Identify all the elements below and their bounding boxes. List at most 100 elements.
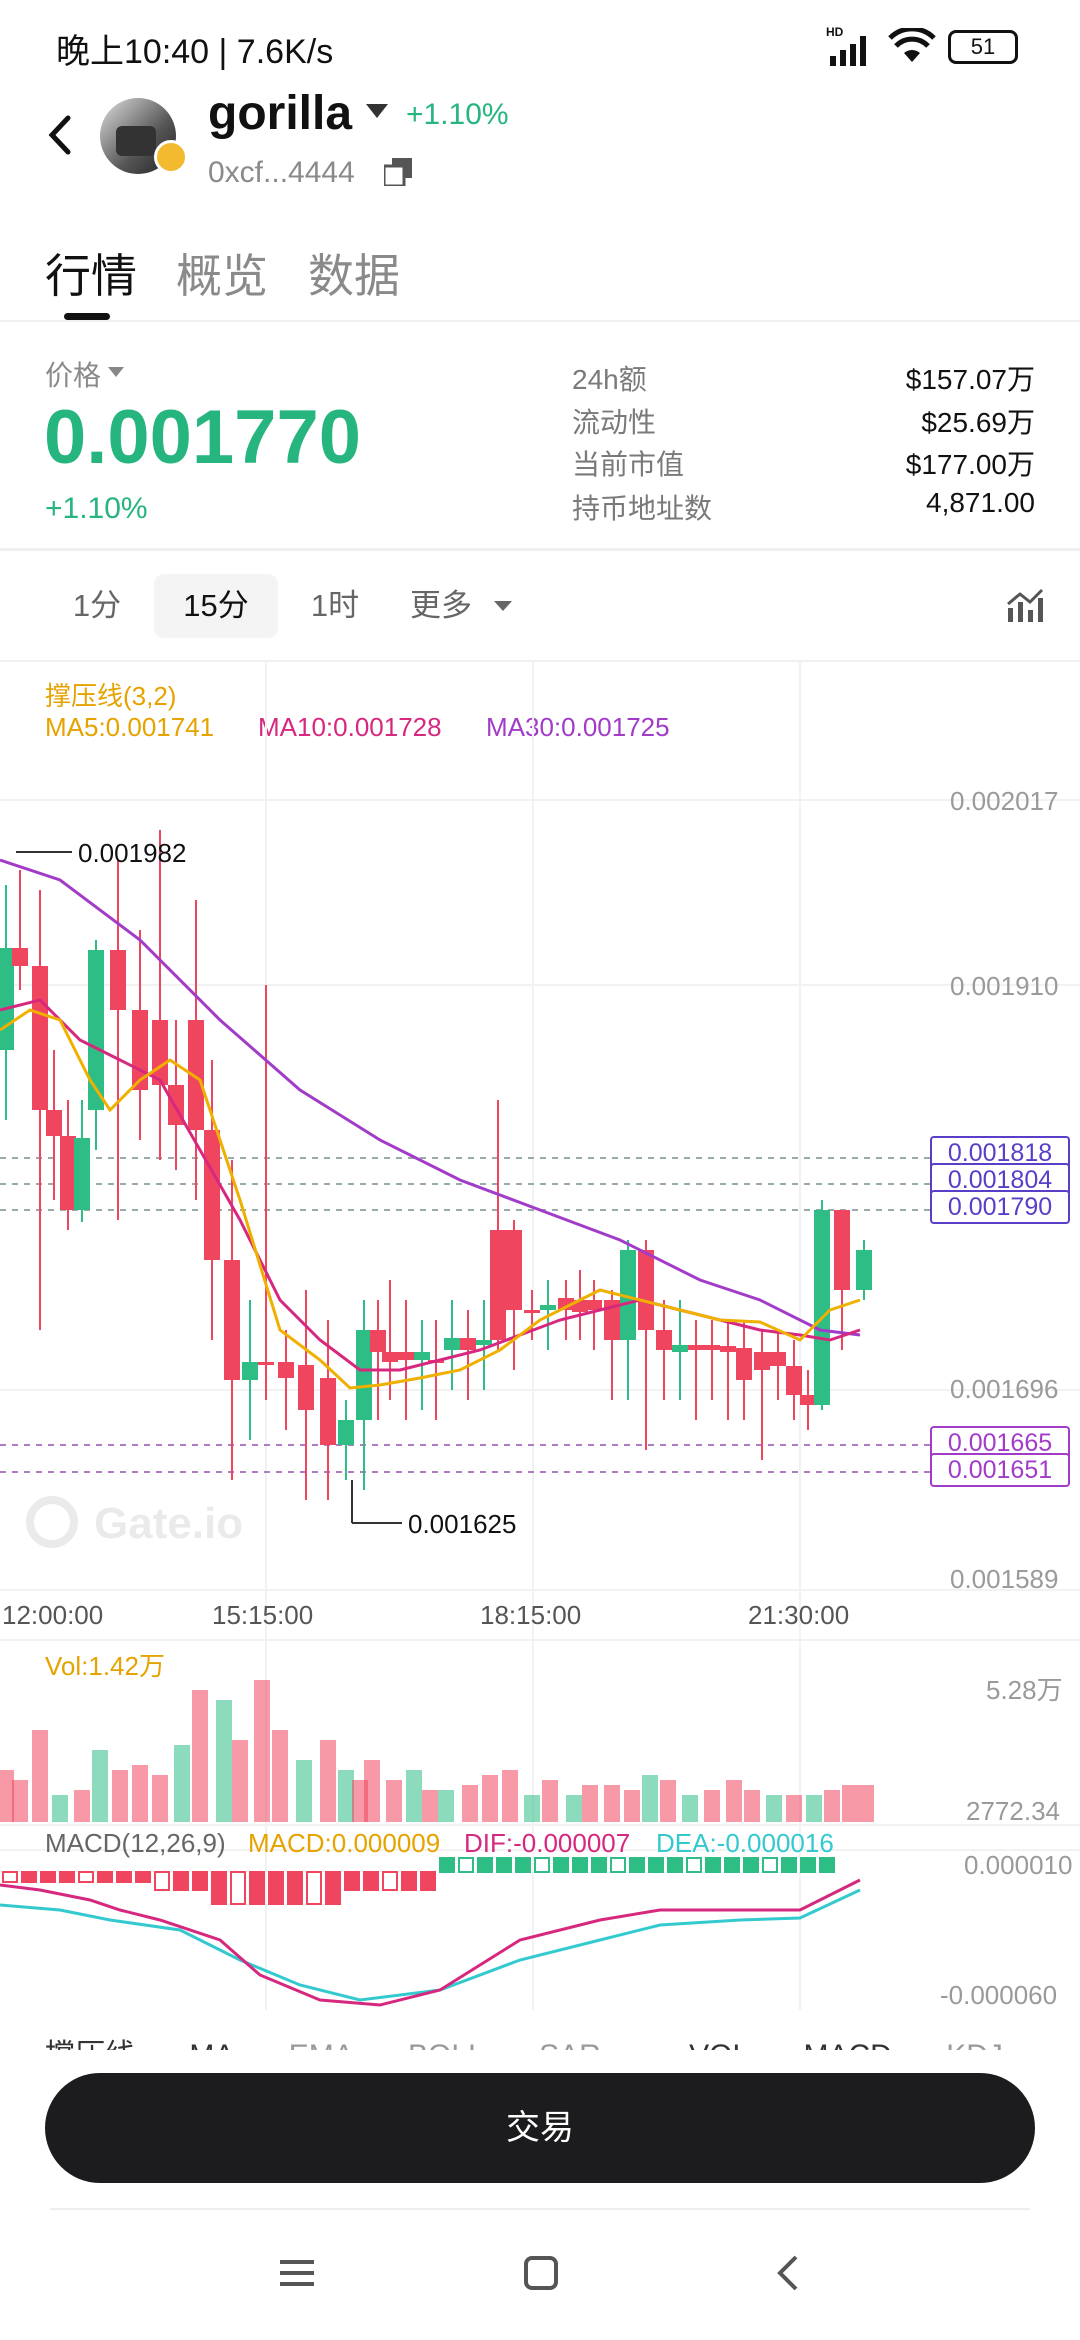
x-tick-1: 12:00:00 (2, 1600, 104, 1630)
tab-market[interactable]: 行情 (45, 250, 137, 302)
macd-bar (724, 1857, 740, 1873)
candle-body (382, 1352, 398, 1362)
x-tick-4: 21:30:00 (748, 1600, 850, 1630)
y-tick-4: 0.001589 (950, 1564, 1059, 1594)
candle-body (672, 1345, 688, 1352)
resistance-tag-3[interactable]: 0.001790 (930, 1190, 1070, 1224)
divider (0, 660, 1080, 662)
volume-bar (254, 1680, 270, 1822)
candlestick-chart[interactable]: Gate.io 0.001982 0.001625 (0, 660, 1080, 2020)
candle-body (110, 950, 126, 1010)
volume-bar (0, 1770, 14, 1822)
macd-bar (553, 1857, 569, 1873)
macd-bar (230, 1871, 246, 1905)
divider (50, 2208, 1030, 2210)
indicator-tab[interactable]: EMA (289, 2039, 354, 2050)
volume-bar (582, 1785, 598, 1822)
candle-body (754, 1352, 770, 1370)
macd-bar (591, 1857, 607, 1873)
chart-settings-icon[interactable] (1006, 588, 1044, 629)
token-dropdown-icon[interactable] (366, 104, 388, 125)
macd-bar (325, 1871, 341, 1905)
macd-bar (363, 1871, 379, 1891)
y-tick-3: 0.001696 (950, 1374, 1059, 1404)
macd-bar (686, 1857, 702, 1873)
volume-bar (604, 1785, 620, 1822)
timeframe-1h[interactable]: 1时 (310, 588, 360, 623)
candle-body (506, 1230, 522, 1310)
timeframe-15m[interactable]: 15分 (154, 574, 278, 638)
support-tag-2[interactable]: 0.001651 (930, 1453, 1070, 1487)
divider (0, 320, 1080, 322)
copy-icon[interactable] (382, 158, 412, 191)
volume-bar (744, 1790, 760, 1822)
timeframe-1m[interactable]: 1分 (72, 588, 122, 623)
volume-bar (682, 1795, 698, 1822)
candle-body (444, 1338, 460, 1350)
candle-body (414, 1352, 430, 1360)
price-dropdown-icon[interactable] (108, 366, 124, 384)
timeframe-more[interactable]: 更多 (410, 588, 472, 623)
macd-bar (21, 1871, 37, 1883)
stat-value-marketcap: $177.00万 (905, 449, 1035, 480)
tab-data[interactable]: 数据 (308, 250, 400, 302)
indicator-tab[interactable]: MA (189, 2039, 234, 2050)
candle-body (476, 1340, 492, 1345)
chain-badge-icon (154, 140, 188, 174)
volume-bar (726, 1780, 742, 1822)
home-nav-icon[interactable] (524, 2256, 558, 2295)
menu-nav-icon[interactable] (280, 2258, 314, 2293)
watermark-text: Gate.io (94, 1499, 243, 1548)
volume-bar (660, 1780, 676, 1822)
candle-body (620, 1250, 636, 1340)
token-avatar (100, 98, 176, 174)
macd-bar (534, 1857, 550, 1873)
current-price: 0.001770 (44, 395, 361, 480)
stat-label-liquidity: 流动性 (572, 407, 657, 438)
indicator-tab[interactable]: KDJ (946, 2039, 1003, 2050)
macd-bar (135, 1871, 151, 1883)
candle-body (814, 1210, 830, 1405)
volume-bar (52, 1795, 68, 1822)
candle-body (770, 1352, 786, 1366)
volume-bar (192, 1690, 208, 1822)
macd-bar (781, 1857, 797, 1873)
candle-body (720, 1346, 736, 1352)
volume-bar (174, 1745, 190, 1822)
dea-line (0, 1888, 861, 2002)
back-nav-icon[interactable] (776, 2255, 800, 2296)
status-bar: 晚上10:40 | 7.6K/s HD 51 (0, 0, 1080, 90)
trade-button[interactable]: 交易 (45, 2073, 1035, 2183)
indicator-tab[interactable]: 撑压线 (45, 2039, 135, 2050)
price-label[interactable]: 价格 (45, 360, 102, 391)
volume-max-tick: 5.28万 (986, 1675, 1063, 1705)
macd-bar (59, 1871, 75, 1883)
volume-bar (296, 1760, 312, 1822)
indicator-tab[interactable]: BOLL (408, 2039, 485, 2050)
more-dropdown-icon[interactable] (494, 600, 512, 618)
stat-value-holders: 4,871.00 (926, 487, 1035, 518)
volume-bar (642, 1775, 658, 1822)
volume-bar (132, 1765, 148, 1822)
stat-value-liquidity: $25.69万 (921, 407, 1035, 438)
volume-bar (566, 1795, 582, 1822)
candle-body (46, 1110, 62, 1136)
volume-bar (232, 1740, 248, 1822)
tab-overview[interactable]: 概览 (176, 250, 268, 302)
indicator-tab[interactable]: SAR (539, 2039, 601, 2050)
macd-bar (306, 1871, 322, 1905)
x-tick-3: 18:15:00 (480, 1600, 582, 1630)
volume-bar (216, 1700, 232, 1822)
token-name[interactable]: gorilla (208, 87, 353, 140)
volume-bar (786, 1795, 802, 1822)
indicator-tab[interactable]: VOL (689, 2039, 749, 2050)
back-button[interactable] (40, 110, 80, 160)
high-marker: 0.001982 (78, 838, 186, 868)
indicator-tab[interactable]: MACD (804, 2039, 892, 2050)
macd-title: MACD(12,26,9) (45, 1828, 226, 1858)
macd-bar (116, 1871, 132, 1883)
macd-bar (97, 1871, 113, 1883)
volume-bar (422, 1790, 438, 1822)
indicator-title: 撑压线(3,2) (45, 681, 177, 711)
volume-bar (858, 1785, 874, 1822)
